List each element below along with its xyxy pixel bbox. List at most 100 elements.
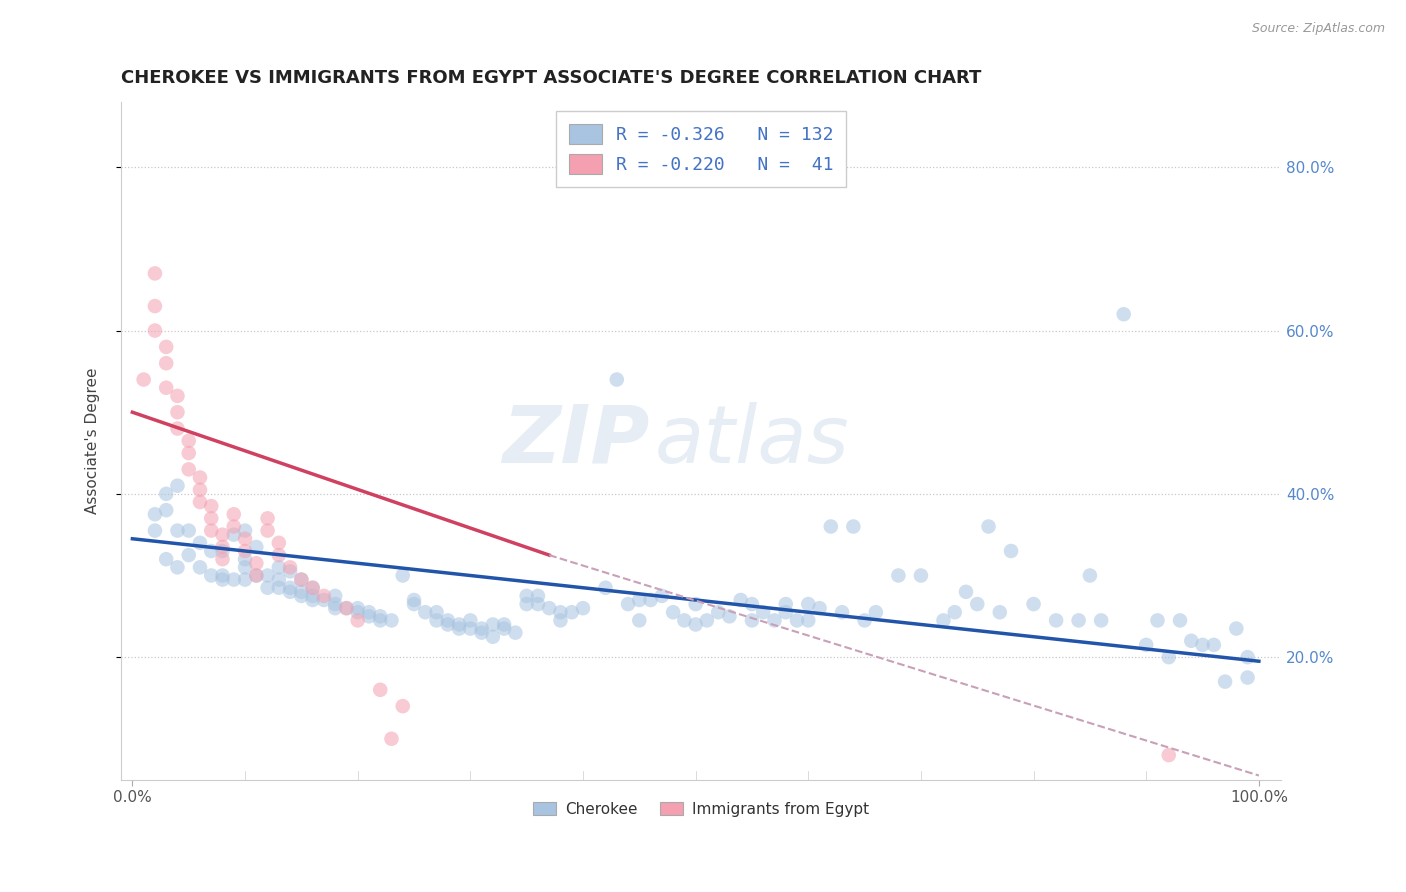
- Point: [449, 622, 471, 636]
- Point: [132, 373, 155, 387]
- Point: [233, 532, 256, 546]
- Point: [143, 508, 166, 522]
- Point: [301, 593, 323, 607]
- Point: [606, 373, 628, 387]
- Point: [413, 605, 436, 619]
- Point: [449, 617, 471, 632]
- Point: [1000, 544, 1022, 558]
- Point: [166, 560, 188, 574]
- Point: [572, 601, 595, 615]
- Point: [166, 478, 188, 492]
- Point: [865, 605, 887, 619]
- Point: [256, 568, 278, 582]
- Point: [155, 340, 177, 354]
- Point: [966, 597, 988, 611]
- Point: [595, 581, 617, 595]
- Point: [561, 605, 583, 619]
- Point: [177, 434, 200, 448]
- Point: [391, 568, 413, 582]
- Point: [323, 589, 346, 603]
- Point: [718, 609, 741, 624]
- Point: [368, 614, 391, 628]
- Point: [853, 614, 876, 628]
- Point: [368, 682, 391, 697]
- Point: [245, 556, 267, 570]
- Text: ZIP: ZIP: [502, 401, 650, 480]
- Point: [177, 524, 200, 538]
- Point: [200, 499, 222, 513]
- Point: [988, 605, 1011, 619]
- Point: [1225, 622, 1247, 636]
- Point: [494, 622, 516, 636]
- Point: [256, 581, 278, 595]
- Point: [482, 617, 505, 632]
- Point: [550, 605, 572, 619]
- Point: [1090, 614, 1112, 628]
- Point: [267, 581, 290, 595]
- Point: [267, 536, 290, 550]
- Point: [436, 617, 458, 632]
- Point: [188, 536, 211, 550]
- Point: [188, 495, 211, 509]
- Point: [278, 565, 301, 579]
- Point: [482, 630, 505, 644]
- Point: [166, 389, 188, 403]
- Point: [380, 614, 402, 628]
- Point: [730, 593, 752, 607]
- Point: [143, 324, 166, 338]
- Point: [233, 544, 256, 558]
- Point: [471, 622, 494, 636]
- Point: [943, 605, 966, 619]
- Point: [673, 614, 696, 628]
- Point: [1213, 674, 1236, 689]
- Point: [1135, 638, 1157, 652]
- Point: [662, 605, 685, 619]
- Point: [155, 503, 177, 517]
- Point: [233, 573, 256, 587]
- Point: [696, 614, 718, 628]
- Point: [741, 614, 763, 628]
- Point: [222, 573, 245, 587]
- Point: [335, 601, 357, 615]
- Point: [505, 625, 527, 640]
- Point: [233, 552, 256, 566]
- Point: [188, 470, 211, 484]
- Point: [1191, 638, 1213, 652]
- Point: [166, 405, 188, 419]
- Point: [357, 609, 380, 624]
- Point: [752, 605, 775, 619]
- Point: [211, 544, 233, 558]
- Point: [955, 584, 977, 599]
- Point: [188, 560, 211, 574]
- Point: [887, 568, 910, 582]
- Point: [1168, 614, 1191, 628]
- Point: [707, 605, 730, 619]
- Point: [1067, 614, 1090, 628]
- Point: [177, 462, 200, 476]
- Point: [155, 356, 177, 370]
- Point: [425, 605, 447, 619]
- Point: [763, 614, 786, 628]
- Point: [368, 609, 391, 624]
- Point: [278, 560, 301, 574]
- Point: [651, 589, 673, 603]
- Point: [346, 601, 368, 615]
- Point: [211, 527, 233, 541]
- Point: [402, 593, 425, 607]
- Point: [211, 573, 233, 587]
- Point: [267, 573, 290, 587]
- Point: [538, 601, 561, 615]
- Point: [527, 597, 550, 611]
- Point: [166, 524, 188, 538]
- Point: [550, 614, 572, 628]
- Point: [1078, 568, 1101, 582]
- Point: [797, 614, 820, 628]
- Point: [932, 614, 955, 628]
- Point: [775, 597, 797, 611]
- Point: [200, 568, 222, 582]
- Point: [143, 299, 166, 313]
- Point: [278, 581, 301, 595]
- Point: [741, 597, 763, 611]
- Point: [628, 593, 651, 607]
- Point: [436, 614, 458, 628]
